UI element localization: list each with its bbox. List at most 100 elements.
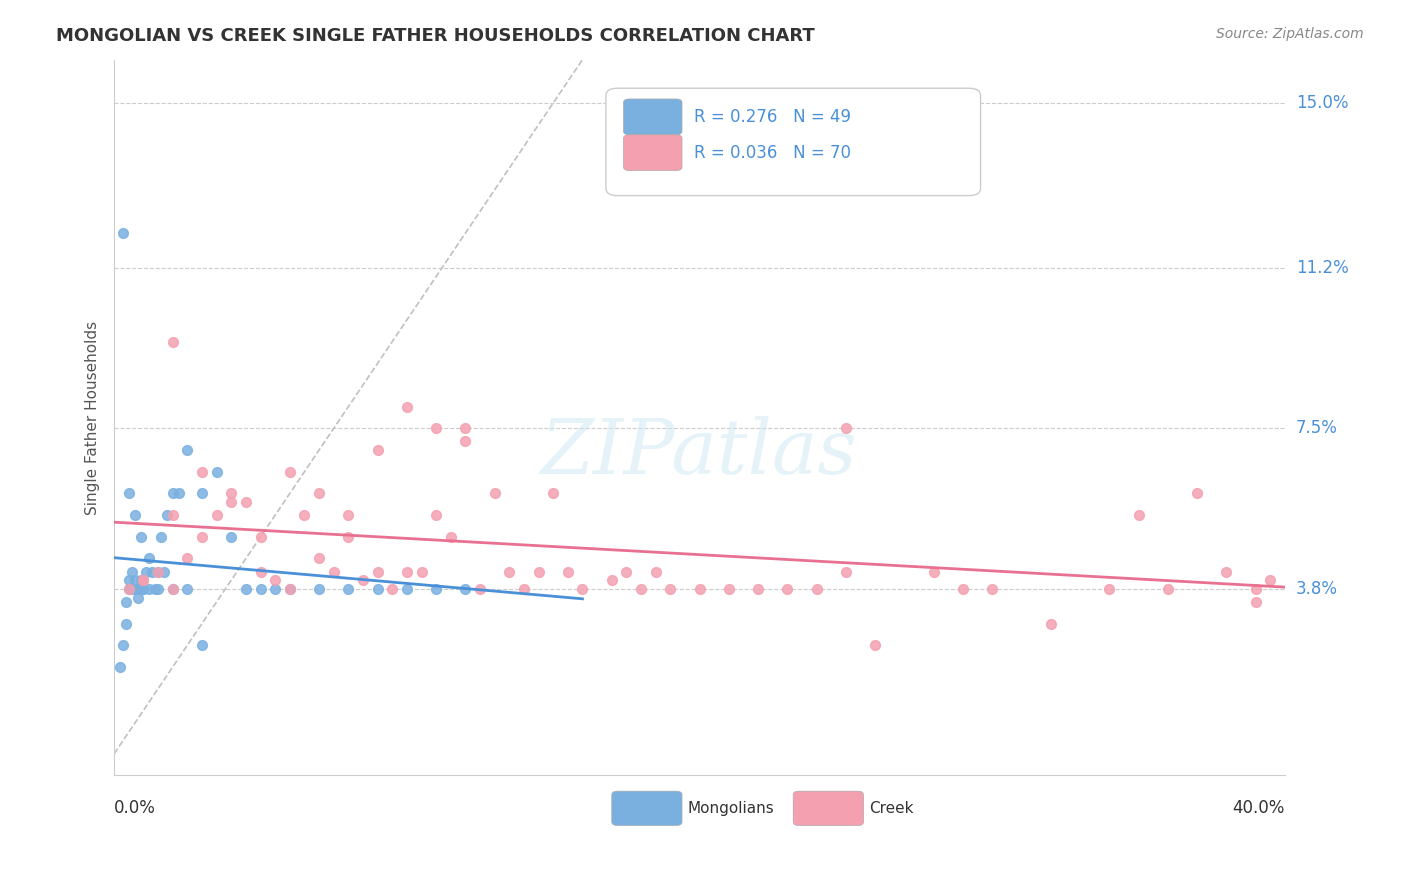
Point (367, 443, 389, 458)
Point (249, 582, 271, 596)
Point (630, 582, 652, 596)
Point (132, 573, 155, 587)
Point (118, 582, 141, 596)
Point (616, 565, 638, 579)
Point (153, 565, 176, 579)
Point (425, 421, 447, 435)
Point (395, 400, 418, 414)
Point (468, 582, 491, 596)
Point (191, 638, 214, 652)
Point (571, 582, 593, 596)
Point (115, 595, 138, 609)
Text: 7.5%: 7.5% (1296, 419, 1339, 437)
Point (644, 565, 666, 579)
Point (162, 582, 184, 596)
FancyBboxPatch shape (623, 135, 682, 170)
Point (484, 486, 506, 500)
Point (249, 530, 271, 544)
Point (111, 638, 134, 652)
Point (162, 486, 184, 500)
Point (150, 530, 173, 544)
Point (124, 582, 146, 596)
FancyBboxPatch shape (623, 99, 682, 135)
Point (411, 565, 433, 579)
Point (395, 582, 418, 596)
Text: R = 0.276   N = 49: R = 0.276 N = 49 (693, 108, 851, 126)
Point (162, 508, 184, 522)
FancyBboxPatch shape (793, 791, 863, 825)
Point (156, 508, 179, 522)
Point (205, 465, 228, 479)
Point (659, 582, 682, 596)
Point (127, 582, 149, 596)
Point (1128, 508, 1150, 522)
Point (132, 573, 155, 587)
Point (308, 551, 330, 566)
Point (367, 582, 389, 596)
Point (395, 565, 418, 579)
Point (454, 421, 477, 435)
Point (1157, 582, 1180, 596)
Text: Source: ZipAtlas.com: Source: ZipAtlas.com (1216, 27, 1364, 41)
Point (129, 573, 152, 587)
Point (337, 508, 360, 522)
Point (454, 582, 477, 596)
FancyBboxPatch shape (612, 791, 682, 825)
Point (138, 582, 160, 596)
Point (132, 582, 155, 596)
Point (235, 495, 257, 509)
Point (689, 582, 711, 596)
Point (108, 660, 131, 674)
Point (1260, 573, 1282, 587)
Point (132, 582, 155, 596)
Point (981, 582, 1004, 596)
Point (1098, 582, 1121, 596)
Point (129, 530, 152, 544)
Point (717, 582, 740, 596)
Point (118, 582, 141, 596)
Point (294, 508, 316, 522)
Point (121, 582, 143, 596)
Point (124, 508, 146, 522)
Point (162, 334, 184, 349)
Point (425, 508, 447, 522)
Point (264, 573, 287, 587)
Point (176, 582, 198, 596)
Point (278, 465, 301, 479)
Point (235, 582, 257, 596)
Point (264, 582, 287, 596)
Text: MONGOLIAN VS CREEK SINGLE FATHER HOUSEHOLDS CORRELATION CHART: MONGOLIAN VS CREEK SINGLE FATHER HOUSEHO… (56, 27, 815, 45)
Point (337, 530, 360, 544)
Point (176, 443, 198, 458)
Point (425, 582, 447, 596)
Point (111, 226, 134, 240)
Point (440, 530, 463, 544)
Point (115, 616, 138, 631)
Point (835, 421, 858, 435)
Point (127, 591, 149, 605)
Point (922, 565, 945, 579)
Point (118, 573, 141, 587)
Text: Creek: Creek (869, 801, 914, 816)
Text: Mongolians: Mongolians (688, 801, 775, 816)
Point (352, 573, 374, 587)
Point (167, 486, 190, 500)
Point (308, 582, 330, 596)
Point (191, 465, 214, 479)
Point (249, 565, 271, 579)
Point (143, 582, 166, 596)
Point (381, 582, 404, 596)
Point (146, 565, 169, 579)
Point (219, 530, 242, 544)
Point (498, 565, 520, 579)
Point (952, 582, 974, 596)
Point (322, 565, 344, 579)
Point (454, 434, 477, 449)
Y-axis label: Single Father Households: Single Father Households (86, 320, 100, 515)
Point (278, 582, 301, 596)
Point (776, 582, 799, 596)
Point (141, 565, 163, 579)
Point (1185, 486, 1208, 500)
Point (205, 508, 228, 522)
Point (557, 565, 579, 579)
